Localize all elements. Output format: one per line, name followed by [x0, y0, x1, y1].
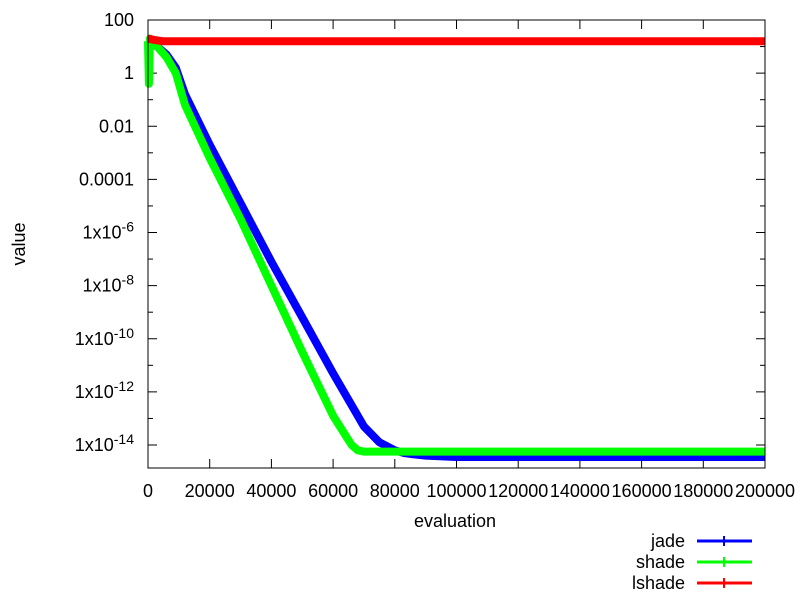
y-tick-label: 100: [104, 10, 134, 30]
x-axis-label: evaluation: [414, 511, 496, 531]
x-tick-label: 20000: [185, 481, 235, 501]
series-line-shade: [144, 34, 765, 456]
y-tick-label: 1x10-6: [83, 219, 135, 243]
y-tick-label: 0.0001: [79, 169, 134, 189]
x-tick-label: 120000: [488, 481, 548, 501]
y-tick-label: 1: [124, 63, 134, 83]
x-tick-labels: 0 20000 40000 60000 80000 100000 120000 140000 1…: [143, 481, 795, 501]
y-tick-labels: 100 1 0.01 0.0001 1x10-6 1x10-8 1x10-10 1x10-12…: [75, 10, 134, 455]
x-tick-label: 140000: [550, 481, 610, 501]
x-tick-label: 40000: [246, 481, 296, 501]
y-tick-label: 1x10-14: [75, 431, 134, 455]
legend-label-lshade: lshade: [632, 573, 685, 593]
series-lines: [144, 34, 765, 461]
y-tick-label: 1x10-12: [75, 378, 134, 402]
y-axis-label: value: [9, 222, 29, 265]
x-tick-label: 200000: [735, 481, 795, 501]
y-tick-label: 1x10-10: [75, 325, 134, 349]
x-tick-label: 100000: [426, 481, 486, 501]
x-tick-label: 80000: [370, 481, 420, 501]
legend-label-jade: jade: [650, 531, 685, 551]
y-tick-label: 0.01: [99, 116, 134, 136]
legend-label-shade: shade: [636, 552, 685, 572]
series-line-lshade: [147, 34, 765, 46]
plot-frame: [147, 19, 766, 469]
x-tick-label: 60000: [308, 481, 358, 501]
x-tick-label: 180000: [673, 481, 733, 501]
series-line-jade: [146, 37, 765, 461]
x-tick-label: 160000: [612, 481, 672, 501]
x-tick-label: 0: [143, 481, 153, 501]
tick-marks: [147, 19, 766, 468]
y-tick-label: 1x10-8: [83, 272, 135, 296]
